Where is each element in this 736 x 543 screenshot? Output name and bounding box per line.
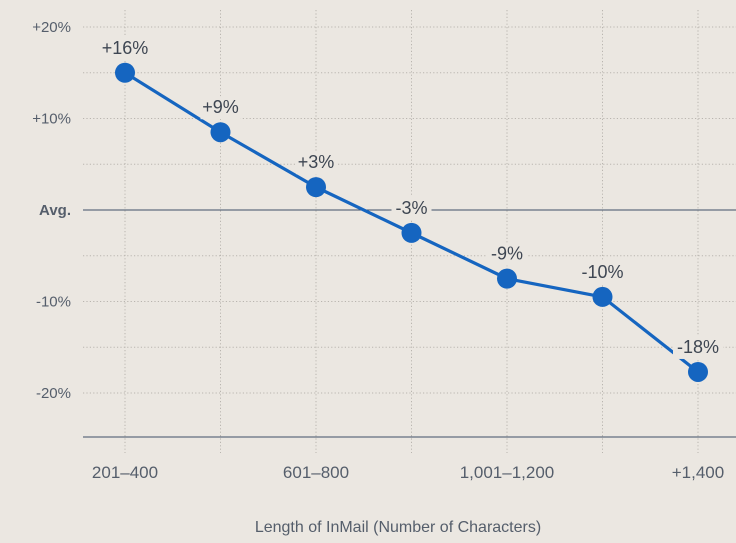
- data-label: +3%: [298, 152, 335, 172]
- data-label-background: [200, 96, 241, 120]
- data-label-background: [673, 335, 723, 359]
- x-tick-label: 201–400: [92, 463, 158, 482]
- data-point: [115, 62, 135, 83]
- label-layer: +16% +9% +3% -3% -9% -10% -18%: [100, 36, 723, 359]
- axes: +20% +10% Avg. -10% -20% 201–400 601–800 1,001–…: [32, 19, 736, 482]
- y-tick-label: +10%: [32, 111, 71, 128]
- data-label: -3%: [395, 198, 427, 218]
- data-label-background: [391, 196, 432, 220]
- x-tick-label: 601–800: [283, 463, 349, 482]
- data-label-background: [296, 151, 336, 175]
- y-tick-label-avg: Avg.: [39, 202, 71, 219]
- data-label: +16%: [102, 38, 149, 58]
- x-tick-label: 1,001–1,200: [460, 463, 555, 482]
- data-label: +9%: [202, 97, 239, 117]
- data-label: -18%: [677, 337, 719, 357]
- y-tick-label: -20%: [36, 385, 71, 402]
- data-label: -9%: [491, 244, 523, 264]
- data-label: -10%: [581, 262, 623, 282]
- x-axis-label: Length of InMail (Number of Characters): [255, 519, 541, 536]
- data-point: [401, 222, 422, 243]
- data-point: [497, 268, 517, 289]
- x-tick-label: +1,400: [672, 463, 724, 482]
- data-point: [210, 122, 231, 143]
- series-layer: [115, 62, 708, 382]
- data-point: [688, 361, 708, 382]
- y-tick-label: +20%: [32, 19, 71, 36]
- data-point: [306, 177, 326, 198]
- y-tick-label: -10%: [36, 294, 71, 311]
- data-label-background: [100, 36, 150, 60]
- data-point: [592, 286, 613, 307]
- data-label-background: [577, 260, 628, 284]
- grid: [83, 10, 736, 453]
- data-label-background: [487, 242, 527, 266]
